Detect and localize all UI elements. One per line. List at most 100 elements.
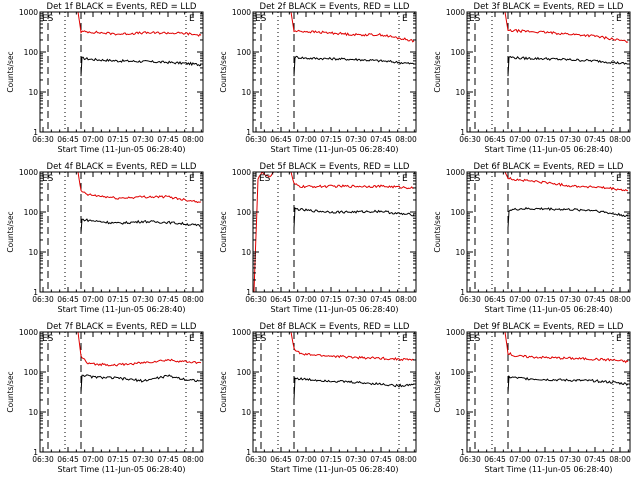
chart-6: Det 6f BLACK = Events, RED = LLD 1 10 100 10…: [433, 162, 631, 314]
x-tick-label: 06:45: [270, 295, 292, 304]
x-tick-label: 06:30: [459, 455, 481, 464]
y-tick-label: 10: [28, 88, 38, 97]
y-tick-label: 1: [33, 288, 38, 297]
y-tick-label: 1000: [232, 8, 251, 17]
y-tick-label: 1: [460, 288, 465, 297]
x-tick-label: 07:45: [370, 295, 392, 304]
x-tick-label: 06:45: [57, 295, 79, 304]
x-tick-label: 08:00: [609, 135, 631, 144]
x-tick-label: 06:45: [57, 135, 79, 144]
detector-panel: Det 6f BLACK = Events, RED = LLD 1 10 100 10…: [427, 160, 640, 320]
x-tick-label: 07:15: [107, 295, 129, 304]
chart-1: Det 1f BLACK = Events, RED = LLD 1 10 100 10…: [6, 2, 204, 154]
marker-label: E: [189, 174, 195, 184]
marker-label: ES: [255, 334, 267, 344]
x-tick-label: 07:45: [370, 135, 392, 144]
chart-title: Det 1f BLACK = Events, RED = LLD: [47, 2, 197, 12]
x-tick-label: 06:30: [459, 295, 481, 304]
events-series-line: [80, 218, 202, 233]
marker-label: E: [189, 334, 195, 344]
plot-frame: [252, 331, 417, 453]
lld-series-line: [41, 332, 202, 367]
marker-label: E: [616, 174, 622, 184]
x-tick-label: 07:30: [132, 295, 154, 304]
events-series-line: [293, 207, 415, 228]
y-tick-label: 100: [24, 368, 39, 377]
x-tick-label: 08:00: [182, 455, 204, 464]
x-tick-label: 08:00: [395, 455, 417, 464]
y-axis-label: Counts/sec: [219, 211, 228, 252]
y-axis-label: Counts/sec: [219, 371, 228, 412]
x-tick-label: 08:00: [182, 135, 204, 144]
x-tick-label: 08:00: [395, 295, 417, 304]
x-axis-label: Start Time (11-Jun-05 06:28:40): [485, 305, 613, 314]
detector-panel: Det 3f BLACK = Events, RED = LLD 1 10 100 10…: [427, 0, 640, 160]
y-tick-label: 1000: [19, 328, 38, 337]
y-tick-label: 1: [33, 128, 38, 137]
events-series-line: [507, 55, 629, 77]
events-series-line: [507, 206, 629, 228]
y-tick-label: 1000: [446, 328, 465, 337]
x-tick-label: 06:30: [245, 455, 267, 464]
x-tick-label: 07:00: [82, 295, 104, 304]
y-tick-label: 1000: [446, 8, 465, 17]
y-axis-label: Counts/sec: [433, 211, 442, 252]
series-group: [468, 12, 629, 77]
marker-label: ES: [42, 174, 54, 184]
x-axis-label: Start Time (11-Jun-05 06:28:40): [271, 145, 399, 154]
y-tick-label: 10: [455, 88, 465, 97]
marker-label: E: [616, 334, 622, 344]
plot-frame: [466, 11, 631, 133]
plot-frame: [39, 171, 204, 293]
lld-series-line: [41, 172, 202, 204]
marker-label: ES: [469, 334, 481, 344]
marker-label: ES: [42, 14, 54, 24]
chart-4: Det 4f BLACK = Events, RED = LLD 1 10 100 10…: [6, 162, 204, 314]
x-axis-label: Start Time (11-Jun-05 06:28:40): [485, 145, 613, 154]
marker-label: E: [402, 14, 408, 24]
y-tick-label: 10: [455, 248, 465, 257]
x-axis-label: Start Time (11-Jun-05 06:28:40): [485, 465, 613, 474]
plot-frame: [39, 331, 204, 453]
y-axis-label: Counts/sec: [6, 211, 15, 252]
x-tick-label: 06:45: [484, 135, 506, 144]
chart-8: Det 8f BLACK = Events, RED = LLD 1 10 100 10…: [219, 322, 417, 474]
chart-7: Det 7f BLACK = Events, RED = LLD 1 10 100 10…: [6, 322, 204, 474]
y-tick-label: 100: [451, 208, 466, 217]
marker-label: E: [402, 174, 408, 184]
x-tick-label: 06:30: [459, 135, 481, 144]
x-tick-label: 07:00: [295, 455, 317, 464]
marker-label: ES: [255, 14, 267, 24]
marker-label: ES: [42, 334, 54, 344]
x-tick-label: 07:00: [295, 135, 317, 144]
x-tick-label: 07:00: [509, 295, 531, 304]
chart-title: Det 7f BLACK = Events, RED = LLD: [47, 322, 197, 332]
detector-panel: Det 2f BLACK = Events, RED = LLD 1 10 100 10…: [213, 0, 426, 160]
x-tick-label: 07:30: [559, 135, 581, 144]
y-tick-label: 1: [246, 448, 251, 457]
y-axis-label: Counts/sec: [6, 51, 15, 92]
y-tick-label: 1000: [19, 168, 38, 177]
x-tick-label: 07:15: [534, 135, 556, 144]
detector-panel: Det 1f BLACK = Events, RED = LLD 1 10 100 10…: [0, 0, 213, 160]
plot-frame: [252, 11, 417, 133]
y-tick-label: 10: [455, 408, 465, 417]
series-group: [468, 332, 629, 393]
marker-label: ES: [259, 174, 271, 184]
x-axis-label: Start Time (11-Jun-05 06:28:40): [58, 145, 186, 154]
y-tick-label: 1: [246, 288, 251, 297]
series-group: [253, 172, 415, 292]
y-tick-label: 1: [460, 128, 465, 137]
marker-label: ES: [469, 14, 481, 24]
chart-title: Det 9f BLACK = Events, RED = LLD: [474, 322, 624, 332]
y-axis-label: Counts/sec: [219, 51, 228, 92]
y-tick-label: 1: [33, 448, 38, 457]
chart-title: Det 8f BLACK = Events, RED = LLD: [260, 322, 410, 332]
x-tick-label: 07:15: [534, 455, 556, 464]
x-tick-label: 07:30: [345, 135, 367, 144]
lld-series-line: [253, 172, 415, 292]
x-axis-label: Start Time (11-Jun-05 06:28:40): [271, 465, 399, 474]
y-tick-label: 100: [237, 208, 252, 217]
x-tick-label: 07:30: [345, 295, 367, 304]
events-series-line: [293, 377, 415, 401]
